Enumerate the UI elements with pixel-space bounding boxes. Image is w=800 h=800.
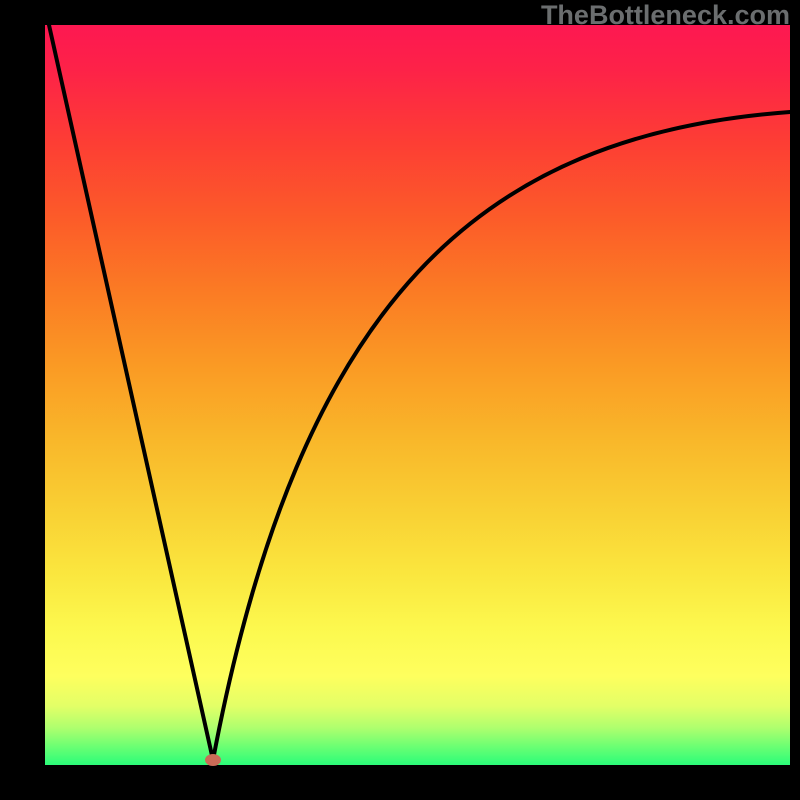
- watermark-text: TheBottleneck.com: [541, 0, 790, 31]
- optimal-point-marker: [205, 754, 221, 766]
- chart-canvas: TheBottleneck.com: [0, 0, 800, 800]
- curve-layer: [0, 0, 800, 800]
- bottleneck-curve: [49, 25, 790, 760]
